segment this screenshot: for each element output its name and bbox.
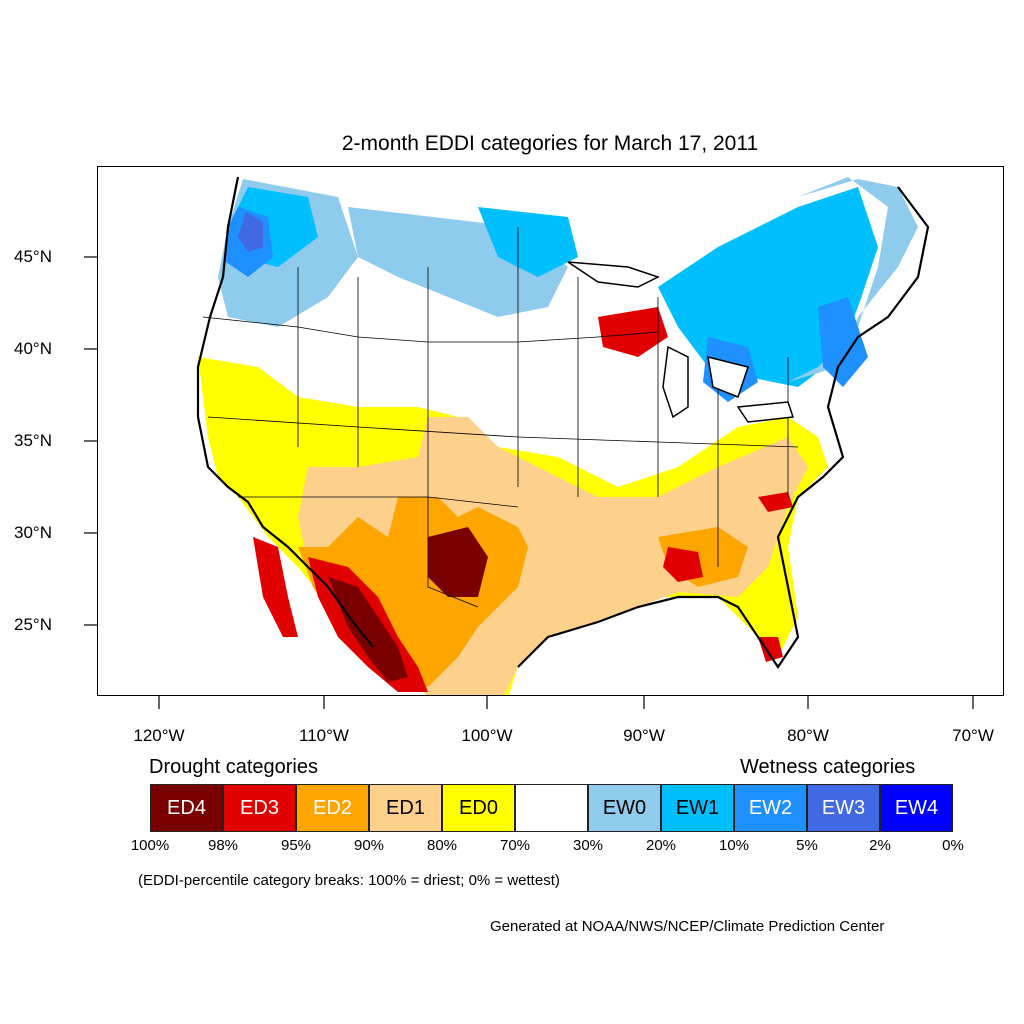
- legend-box-ed4: ED4: [150, 784, 223, 832]
- legend-break-label: 100%: [130, 837, 170, 854]
- legend-break-label: 98%: [207, 837, 239, 854]
- legend-box-ed2: ED2: [296, 784, 369, 832]
- wet-region-northeast-ew2: [818, 297, 868, 387]
- great-lakes: [567, 261, 795, 423]
- drought-ed3-alabama: [663, 547, 703, 582]
- legend-break-label: 70%: [499, 837, 531, 854]
- wetness-heading: Wetness categories: [740, 756, 916, 778]
- category-note: (EDDI-percentile category breaks: 100% =…: [138, 872, 560, 889]
- lon-label-110: 110°W: [299, 726, 349, 745]
- lat-label-45: 45°N: [14, 247, 52, 266]
- eddi-map: [193, 176, 930, 695]
- coastline: [196, 176, 930, 669]
- map-panel: [97, 166, 1004, 696]
- legend-box-normal: [515, 784, 588, 832]
- lat-label-30: 30°N: [14, 523, 52, 542]
- legend-box-ed0: ED0: [442, 784, 515, 832]
- map-title: 2-month EDDI categories for March 17, 20…: [341, 132, 759, 155]
- lat-label-35: 35°N: [14, 431, 52, 450]
- legend-break-label: 5%: [796, 837, 818, 854]
- legend-break-label: 30%: [572, 837, 604, 854]
- legend-break-label: 90%: [353, 837, 385, 854]
- lat-label-40: 40°N: [14, 339, 52, 358]
- legend-box-ew3: EW3: [807, 784, 880, 832]
- lon-label-80: 80°W: [787, 726, 829, 745]
- credit-line: Generated at NOAA/NWS/NCEP/Climate Predi…: [490, 918, 885, 935]
- legend-box-ew4: EW4: [880, 784, 953, 832]
- lon-label-100: 100°W: [461, 726, 513, 745]
- legend-break-label: 0%: [942, 837, 964, 854]
- legend-break-label: 95%: [280, 837, 312, 854]
- legend-box-ed3: ED3: [223, 784, 296, 832]
- drought-ed3-florida: [758, 637, 783, 662]
- lon-label-120: 120°W: [133, 726, 185, 745]
- lat-ticks: [84, 256, 97, 626]
- wet-region-northeast-light: [698, 177, 918, 382]
- state-boundaries: [202, 227, 799, 608]
- drought-ed4-texas: [428, 527, 488, 597]
- legend-box-ew1: EW1: [661, 784, 734, 832]
- wet-region-minnesota: [478, 207, 578, 277]
- lat-label-25: 25°N: [14, 615, 52, 634]
- drought-ed3-michigan: [598, 307, 668, 357]
- legend-break-label: 2%: [869, 837, 891, 854]
- drought-ed3-california: [253, 537, 298, 637]
- lon-ticks: [158, 696, 974, 709]
- legend-box-ew0: EW0: [588, 784, 661, 832]
- lon-label-70: 70°W: [952, 726, 994, 745]
- drought-ed4-southwest: [328, 577, 408, 682]
- legend-break-label: 80%: [426, 837, 458, 854]
- legend-break-label: 10%: [718, 837, 750, 854]
- wet-region-northwest-ew3: [238, 212, 263, 252]
- drought-ed3-carolina: [758, 492, 793, 512]
- lon-label-90: 90°W: [623, 726, 665, 745]
- drought-heading: Drought categories: [149, 756, 318, 778]
- legend-box-ew2: EW2: [734, 784, 807, 832]
- legend-break-label: 20%: [645, 837, 677, 854]
- legend-box-ed1: ED1: [369, 784, 442, 832]
